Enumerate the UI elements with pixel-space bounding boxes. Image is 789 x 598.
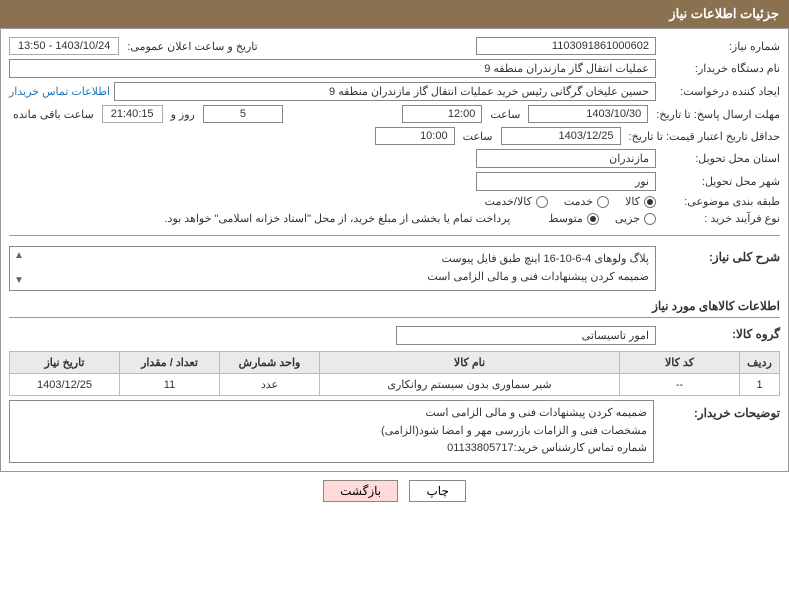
radio-dot-icon — [644, 196, 656, 208]
need-no-value: 1103091861000602 — [476, 37, 656, 55]
items-section-title: اطلاعات کالاهای مورد نیاز — [9, 299, 780, 313]
divider — [9, 317, 780, 318]
process-radios: جزیی متوسط — [548, 212, 656, 225]
td-name: شیر سماوری بدون سیستم روانکاری — [320, 374, 620, 396]
deadline-label: مهلت ارسال پاسخ: تا تاریخ: — [652, 108, 780, 121]
deadline-time: 12:00 — [402, 105, 482, 123]
back-button[interactable]: بازگشت — [323, 480, 398, 502]
form-container: شماره نیاز: 1103091861000602 تاریخ و ساع… — [0, 28, 789, 472]
city-label: شهر محل تحویل: — [660, 175, 780, 188]
province-label: استان محل تحویل: — [660, 152, 780, 165]
th-qty: تعداد / مقدار — [120, 352, 220, 374]
buyer-notes-box: ضمیمه کردن پیشنهادات فنی و مالی الزامی ا… — [9, 400, 654, 463]
need-desc-box: پلاگ ولوهای 4-6-10-16 اینچ طبق فایل پیوس… — [9, 246, 656, 291]
items-table: ردیف کد کالا نام کالا واحد شمارش تعداد /… — [9, 351, 780, 396]
need-desc-line2: ضمیمه کردن پیشنهادات فنی و مالی الزامی ا… — [16, 269, 649, 287]
td-code: -- — [620, 374, 740, 396]
item-group-value: امور تاسیساتی — [396, 326, 656, 345]
announce-date-value: 1403/10/24 - 13:50 — [9, 37, 119, 55]
th-code: کد کالا — [620, 352, 740, 374]
validity-time: 10:00 — [375, 127, 455, 145]
process-label: نوع فرآیند خرید : — [660, 212, 780, 225]
deadline-remaining-label: ساعت باقی مانده — [9, 108, 98, 121]
requester-label: ایجاد کننده درخواست: — [660, 85, 780, 98]
deadline-days: 5 — [203, 105, 283, 123]
td-date: 1403/12/25 — [10, 374, 120, 396]
radio-medium-label: متوسط — [548, 212, 583, 225]
province-value: مازندران — [476, 149, 656, 168]
radio-dot-icon — [536, 196, 548, 208]
radio-goods-service[interactable]: کالا/خدمت — [485, 195, 548, 208]
deadline-date: 1403/10/30 — [528, 105, 648, 123]
city-value: نور — [476, 172, 656, 191]
radio-dot-icon — [644, 213, 656, 225]
radio-goods[interactable]: کالا — [625, 195, 656, 208]
th-radif: ردیف — [740, 352, 780, 374]
table-header-row: ردیف کد کالا نام کالا واحد شمارش تعداد /… — [10, 352, 780, 374]
print-button[interactable]: چاپ — [409, 480, 465, 502]
validity-label: حداقل تاریخ اعتبار قیمت: تا تاریخ: — [625, 130, 780, 143]
th-name: نام کالا — [320, 352, 620, 374]
buyer-notes-line2: مشخصات فنی و الزامات بازرسی مهر و امضا ش… — [16, 423, 647, 441]
deadline-countdown: 21:40:15 — [102, 105, 163, 123]
radio-service[interactable]: خدمت — [564, 195, 609, 208]
radio-medium[interactable]: متوسط — [548, 212, 599, 225]
buyer-notes-line3: شماره تماس کارشناس خرید:01133805717 — [16, 440, 647, 458]
validity-time-label: ساعت — [459, 130, 497, 143]
radio-dot-icon — [587, 213, 599, 225]
need-desc-label: شرح کلی نیاز: — [660, 246, 780, 264]
buyer-org-value: عملیات انتقال گاز مازندران منطقه 9 — [9, 59, 656, 78]
page-header: جزئیات اطلاعات نیاز — [0, 0, 789, 28]
divider — [9, 235, 780, 236]
th-unit: واحد شمارش — [220, 352, 320, 374]
td-qty: 11 — [120, 374, 220, 396]
buyer-notes-line1: ضمیمه کردن پیشنهادات فنی و مالی الزامی ا… — [16, 405, 647, 423]
radio-minor[interactable]: جزیی — [615, 212, 656, 225]
deadline-time-label: ساعت — [486, 108, 524, 121]
radio-minor-label: جزیی — [615, 212, 640, 225]
requester-value: حسین علیخان گرگانی رئیس خرید عملیات انتق… — [114, 82, 656, 101]
scroll-down-icon[interactable]: ▼ — [12, 274, 26, 288]
buyer-notes-label: توضیحات خریدار: — [660, 400, 780, 420]
payment-note: پرداخت تمام یا بخشی از مبلغ خرید، از محل… — [165, 212, 511, 225]
radio-goods-service-label: کالا/خدمت — [485, 195, 532, 208]
scroll-up-icon[interactable]: ▲ — [12, 249, 26, 263]
buyer-org-label: نام دستگاه خریدار: — [660, 62, 780, 75]
validity-date: 1403/12/25 — [501, 127, 621, 145]
td-radif: 1 — [740, 374, 780, 396]
page-title: جزئیات اطلاعات نیاز — [669, 6, 779, 21]
radio-goods-label: کالا — [625, 195, 640, 208]
table-row: 1 -- شیر سماوری بدون سیستم روانکاری عدد … — [10, 374, 780, 396]
radio-dot-icon — [597, 196, 609, 208]
button-row: چاپ بازگشت — [0, 480, 789, 502]
th-date: تاریخ نیاز — [10, 352, 120, 374]
announce-date-label: تاریخ و ساعت اعلان عمومی: — [123, 40, 257, 53]
radio-service-label: خدمت — [564, 195, 593, 208]
classification-label: طبقه بندی موضوعی: — [660, 195, 780, 208]
buyer-contact-link[interactable]: اطلاعات تماس خریدار — [9, 85, 110, 98]
td-unit: عدد — [220, 374, 320, 396]
item-group-label: گروه کالا: — [660, 327, 780, 341]
need-no-label: شماره نیاز: — [660, 40, 780, 53]
classification-radios: کالا خدمت کالا/خدمت — [485, 195, 656, 208]
need-desc-line1: پلاگ ولوهای 4-6-10-16 اینچ طبق فایل پیوس… — [16, 251, 649, 269]
deadline-days-after: روز و — [167, 108, 199, 121]
